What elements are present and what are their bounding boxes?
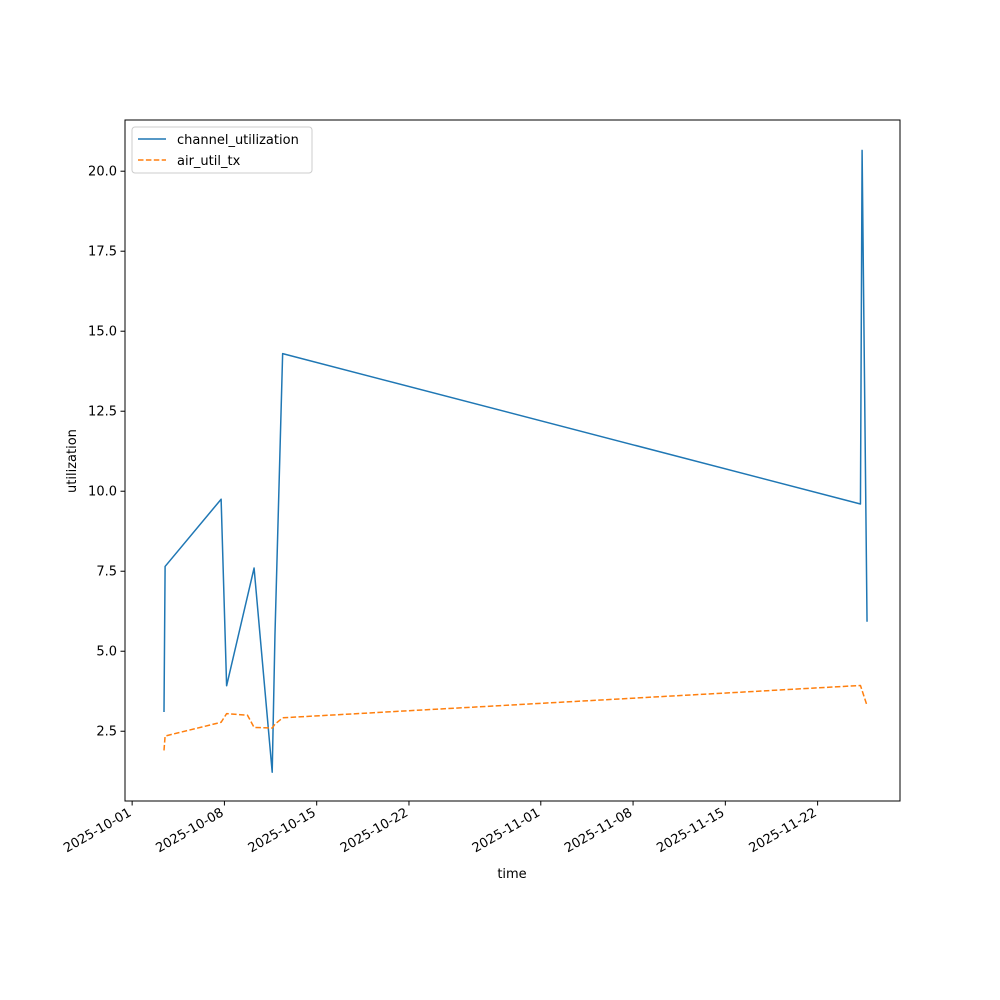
y-tick-label: 5.0 [96, 645, 117, 660]
x-axis-label: time [497, 867, 526, 882]
y-tick-label: 2.5 [96, 725, 117, 740]
series-layer [163, 149, 868, 773]
y-tick-label: 7.5 [96, 565, 117, 580]
y-tick-label: 17.5 [88, 245, 117, 260]
legend-box [131, 126, 313, 174]
legend-label-air-util-tx: air_util_tx [177, 154, 241, 169]
plot-frame [124, 119, 901, 802]
y-tick-label: 10.0 [88, 485, 117, 500]
y-axis-label: utilization [65, 429, 80, 493]
legend-label-channel-utilization: channel_utilization [177, 133, 299, 148]
y-tick-label: 12.5 [88, 405, 117, 420]
y-axis: 2.5 5.0 7.5 10.0 12.5 15.0 17.5 20.0 [88, 165, 125, 740]
legend: channel_utilization air_util_tx [131, 126, 313, 174]
y-tick-label: 15.0 [88, 325, 117, 340]
y-tick-label: 20.0 [88, 165, 117, 180]
series-line-air-util-tx [163, 684, 868, 751]
series-line-channel-utilization [163, 149, 868, 773]
